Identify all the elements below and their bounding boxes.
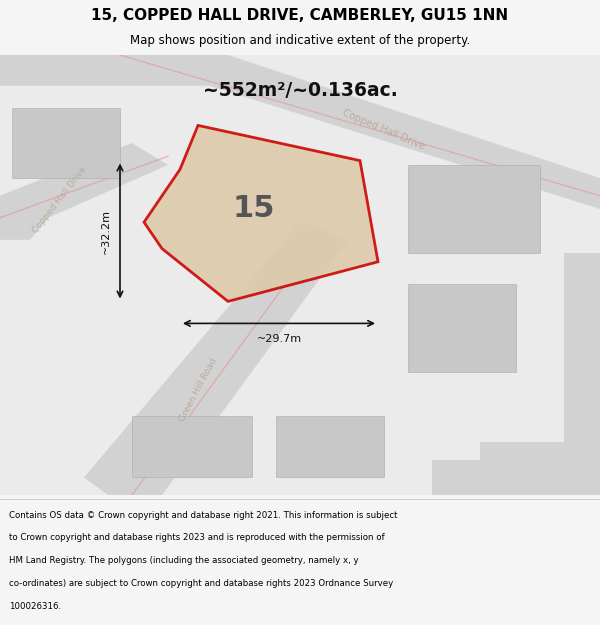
Polygon shape <box>144 126 378 301</box>
Polygon shape <box>210 55 600 209</box>
Text: co-ordinates) are subject to Crown copyright and database rights 2023 Ordnance S: co-ordinates) are subject to Crown copyr… <box>9 579 393 588</box>
Text: HM Land Registry. The polygons (including the associated geometry, namely x, y: HM Land Registry. The polygons (includin… <box>9 556 359 565</box>
Text: Contains OS data © Crown copyright and database right 2021. This information is : Contains OS data © Crown copyright and d… <box>9 511 398 519</box>
Text: 15, COPPED HALL DRIVE, CAMBERLEY, GU15 1NN: 15, COPPED HALL DRIVE, CAMBERLEY, GU15 1… <box>91 8 509 23</box>
Polygon shape <box>480 253 600 460</box>
Text: 100026316.: 100026316. <box>9 602 61 611</box>
Bar <box>12 107 120 178</box>
Polygon shape <box>0 143 168 240</box>
Text: Green Hill Road: Green Hill Road <box>178 356 218 422</box>
Polygon shape <box>0 55 228 86</box>
Text: Copped Hall Drive: Copped Hall Drive <box>31 165 89 236</box>
Bar <box>408 165 540 253</box>
Bar <box>132 416 252 478</box>
Bar <box>408 284 516 372</box>
Polygon shape <box>84 222 348 495</box>
Text: Copped Hall Drive: Copped Hall Drive <box>341 108 427 152</box>
Bar <box>276 416 384 478</box>
Polygon shape <box>432 460 600 495</box>
Text: Map shows position and indicative extent of the property.: Map shows position and indicative extent… <box>130 34 470 47</box>
Text: to Crown copyright and database rights 2023 and is reproduced with the permissio: to Crown copyright and database rights 2… <box>9 533 385 542</box>
Text: ~552m²/~0.136ac.: ~552m²/~0.136ac. <box>203 81 397 101</box>
Text: 15: 15 <box>232 194 275 223</box>
Text: ~32.2m: ~32.2m <box>101 209 111 254</box>
Text: ~29.7m: ~29.7m <box>256 334 302 344</box>
